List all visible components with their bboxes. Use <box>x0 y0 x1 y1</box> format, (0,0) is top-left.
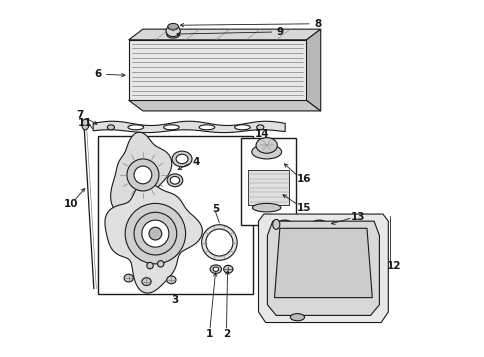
Ellipse shape <box>176 154 188 164</box>
Ellipse shape <box>127 159 159 191</box>
Text: 14: 14 <box>254 129 269 139</box>
Polygon shape <box>247 170 288 205</box>
Ellipse shape <box>234 125 250 130</box>
Ellipse shape <box>141 278 151 286</box>
Ellipse shape <box>167 24 178 30</box>
Text: 12: 12 <box>386 261 400 271</box>
Polygon shape <box>240 137 295 225</box>
Ellipse shape <box>252 203 280 212</box>
Ellipse shape <box>212 267 218 271</box>
Polygon shape <box>274 228 372 298</box>
Polygon shape <box>98 136 253 294</box>
Ellipse shape <box>128 125 143 130</box>
Ellipse shape <box>172 151 192 167</box>
Text: 3: 3 <box>171 295 178 305</box>
Ellipse shape <box>223 265 232 273</box>
Text: 4: 4 <box>192 157 199 167</box>
Ellipse shape <box>290 314 304 321</box>
Text: 15: 15 <box>296 203 310 213</box>
Ellipse shape <box>157 261 164 267</box>
Text: 6: 6 <box>95 69 102 79</box>
Ellipse shape <box>166 25 180 37</box>
Ellipse shape <box>251 145 281 159</box>
Ellipse shape <box>201 225 237 260</box>
Polygon shape <box>93 121 285 132</box>
Ellipse shape <box>166 31 179 38</box>
Polygon shape <box>128 40 306 100</box>
Ellipse shape <box>256 137 277 153</box>
Text: 2: 2 <box>223 329 229 339</box>
Polygon shape <box>128 29 320 40</box>
Ellipse shape <box>134 212 176 255</box>
Text: 5: 5 <box>212 204 219 214</box>
Ellipse shape <box>147 262 153 269</box>
Polygon shape <box>128 100 320 111</box>
Ellipse shape <box>141 220 168 247</box>
Text: 8: 8 <box>314 19 321 29</box>
Ellipse shape <box>170 176 179 184</box>
Text: 11: 11 <box>78 118 92 128</box>
Text: 7: 7 <box>76 110 83 120</box>
Ellipse shape <box>107 125 114 130</box>
Polygon shape <box>258 214 388 322</box>
Polygon shape <box>110 132 171 212</box>
Ellipse shape <box>82 119 89 130</box>
Text: 16: 16 <box>296 174 310 184</box>
Polygon shape <box>105 182 202 293</box>
Ellipse shape <box>124 274 133 282</box>
Ellipse shape <box>163 125 179 130</box>
Ellipse shape <box>210 265 221 273</box>
Ellipse shape <box>166 276 176 284</box>
Ellipse shape <box>167 174 182 187</box>
Ellipse shape <box>256 125 263 130</box>
Ellipse shape <box>199 125 214 130</box>
Polygon shape <box>267 221 378 316</box>
Ellipse shape <box>125 203 185 264</box>
Text: 13: 13 <box>350 212 364 222</box>
Ellipse shape <box>205 229 232 256</box>
Ellipse shape <box>272 220 279 229</box>
Polygon shape <box>306 29 320 111</box>
Text: 1: 1 <box>206 329 213 339</box>
Ellipse shape <box>134 166 151 184</box>
Text: 9: 9 <box>276 27 283 37</box>
Ellipse shape <box>149 227 162 240</box>
Text: 10: 10 <box>64 199 78 209</box>
